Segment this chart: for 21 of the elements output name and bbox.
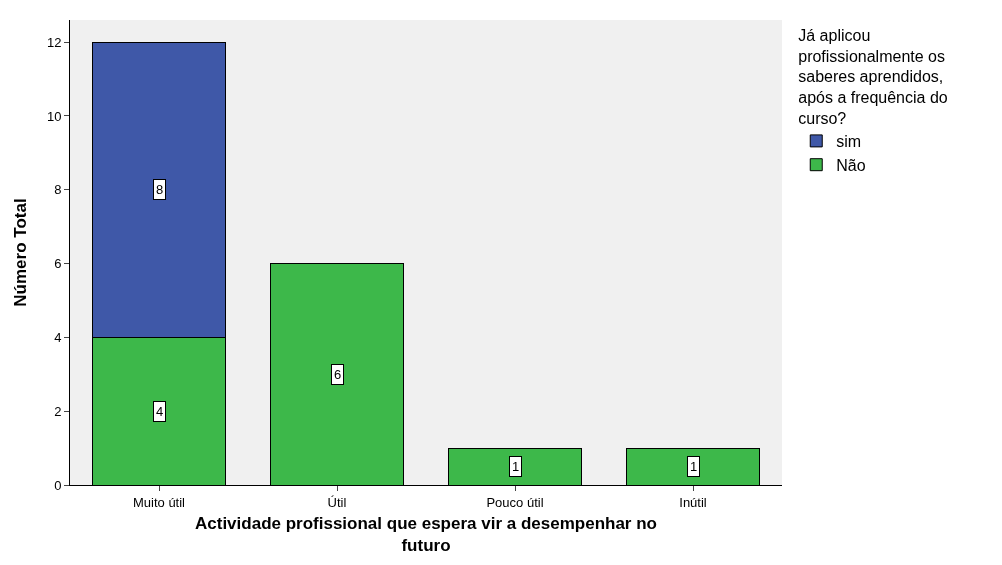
x-tick-label: Inútil (679, 494, 707, 510)
y-tick-label: 4 (54, 329, 62, 345)
legend-label: Não (836, 156, 866, 174)
y-tick-label: 10 (46, 108, 62, 124)
x-axis-title: Actividade profissional que espera vir a desempenhar no futuro (195, 514, 657, 556)
x-tick-label: Pouco útil (486, 494, 544, 510)
y-tick-label: 0 (54, 477, 62, 493)
data-label: 6 (334, 367, 342, 382)
y-axis-title: Número Total (11, 198, 30, 307)
data-label: 8 (156, 182, 164, 197)
y-tick-label: 12 (46, 34, 62, 50)
x-tick-label: Útil (327, 494, 347, 510)
y-tick-label: 6 (54, 256, 62, 272)
legend-label: sim (836, 133, 862, 151)
data-label: 4 (156, 404, 164, 419)
legend-title: Já aplicou profissionalmente os saberes aprendidos, após a frequência do curso? (798, 26, 948, 127)
data-label: 1 (512, 459, 520, 474)
y-tick-label: 8 (54, 182, 62, 198)
y-tick-label: 2 (54, 403, 62, 419)
data-label: 1 (690, 459, 698, 474)
x-tick-label: Muito útil (132, 494, 186, 510)
